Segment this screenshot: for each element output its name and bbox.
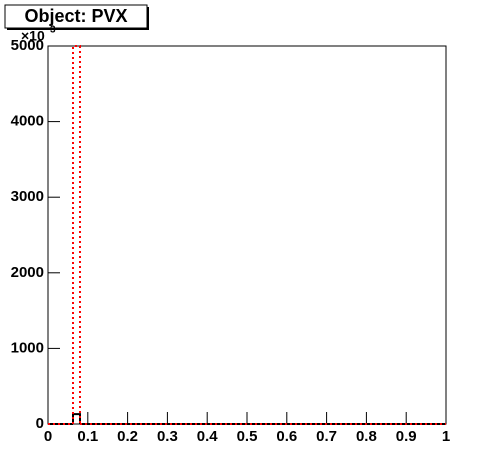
y-tick-label: 4000 <box>11 113 44 130</box>
y-tick-label: 3000 <box>11 188 44 205</box>
x-tick-label: 0.7 <box>316 428 337 445</box>
y-tick-label: 5000 <box>11 37 44 54</box>
histogram-bin <box>71 413 81 424</box>
y-tick-label: 0 <box>36 415 44 432</box>
y-multiplier-exponent: 3 <box>50 25 56 36</box>
chart-title: Object: PVX <box>24 6 127 26</box>
histogram-bin <box>71 45 81 424</box>
y-tick-label: 2000 <box>11 264 44 281</box>
x-tick-label: 0.5 <box>237 428 258 445</box>
y-multiplier: ×10 <box>21 28 45 44</box>
x-tick-label: 0.2 <box>117 428 138 445</box>
x-tick-label: 0.1 <box>77 428 98 445</box>
x-tick-label: 1 <box>442 428 450 445</box>
x-tick-label: 0.3 <box>157 428 178 445</box>
x-tick-label: 0.9 <box>396 428 417 445</box>
x-tick-label: 0 <box>44 428 52 445</box>
y-tick-label: 1000 <box>11 339 44 356</box>
x-tick-label: 0.8 <box>356 428 377 445</box>
title-box <box>4 4 148 29</box>
x-tick-label: 0.4 <box>197 428 219 445</box>
x-tick-label: 0.6 <box>276 428 297 445</box>
